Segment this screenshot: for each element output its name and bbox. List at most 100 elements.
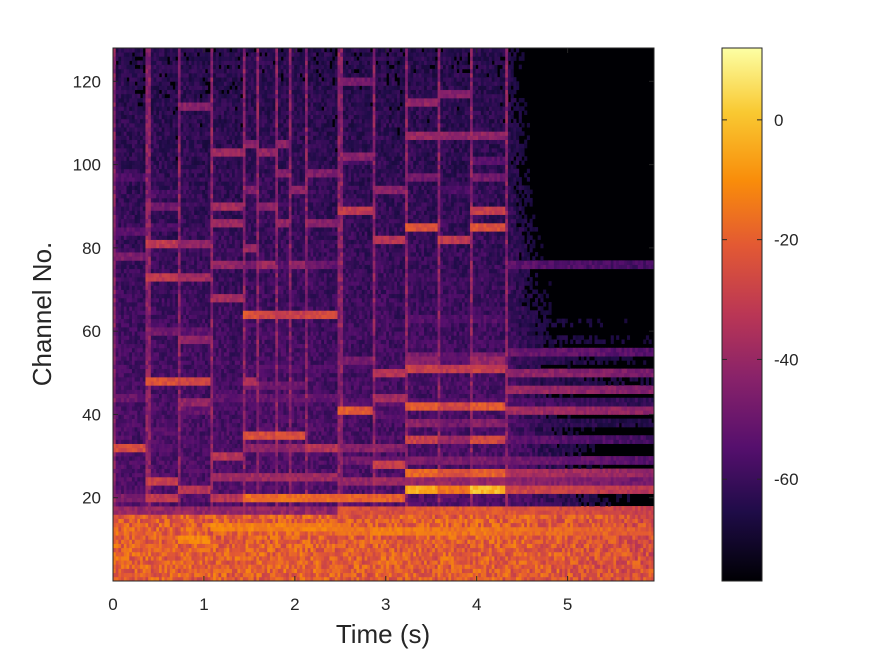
heatmap-cell [132, 485, 135, 490]
heatmap-cell [127, 115, 130, 120]
heatmap-cell [129, 319, 132, 324]
heatmap-cell [135, 348, 138, 353]
heatmap-cell [129, 435, 132, 440]
heatmap-cell [135, 439, 138, 444]
heatmap-cell [118, 423, 121, 428]
heatmap-cell [121, 177, 124, 182]
heatmap-cell [124, 173, 127, 178]
heatmap-cell [116, 464, 119, 469]
heatmap-cell [124, 377, 127, 382]
heatmap-cell [127, 65, 130, 70]
heatmap-cell [129, 369, 132, 374]
heatmap-cell [127, 489, 130, 494]
heatmap-cell [124, 327, 127, 332]
heatmap-cell [118, 227, 121, 232]
heatmap-cell [116, 398, 119, 403]
heatmap-cell [124, 60, 127, 65]
heatmap-cell [135, 564, 138, 569]
heatmap-cell [135, 285, 138, 290]
heatmap-cell [132, 331, 135, 336]
heatmap-cell [129, 298, 132, 303]
heatmap-cell [121, 477, 124, 482]
heatmap-cell [116, 302, 119, 307]
heatmap-cell [116, 173, 119, 178]
heatmap-cell [118, 506, 121, 511]
heatmap-cell [127, 414, 130, 419]
heatmap-cell [135, 569, 138, 574]
heatmap-cell [124, 219, 127, 224]
heatmap-cell [129, 240, 132, 245]
heatmap-cell [132, 194, 135, 199]
heatmap-cell [124, 48, 127, 53]
heatmap-cell [124, 373, 127, 378]
heatmap-cell [129, 73, 132, 78]
heatmap-cell [129, 485, 132, 490]
heatmap-cell [127, 498, 130, 503]
heatmap-cell [116, 277, 119, 282]
heatmap-cell [132, 102, 135, 107]
heatmap-cell [118, 394, 121, 399]
heatmap-cell [116, 52, 119, 57]
heatmap-cell [121, 423, 124, 428]
heatmap-cell [127, 190, 130, 195]
heatmap-cell [124, 298, 127, 303]
heatmap-cell [132, 385, 135, 390]
heatmap-cell [135, 273, 138, 278]
heatmap-cell [121, 81, 124, 86]
heatmap-cell [137, 573, 140, 578]
heatmap-cell [132, 498, 135, 503]
heatmap-cell [129, 110, 132, 115]
heatmap-cell [129, 219, 132, 224]
heatmap-cell [127, 177, 130, 182]
heatmap-cell [116, 439, 119, 444]
heatmap-cell [137, 519, 140, 524]
heatmap-cell [135, 85, 138, 90]
heatmap-cell [129, 273, 132, 278]
heatmap-cell [135, 210, 138, 215]
heatmap-cell [137, 569, 140, 574]
heatmap-cell [135, 360, 138, 365]
heatmap-cell [132, 235, 135, 240]
heatmap-cell [118, 148, 121, 153]
heatmap-cell [129, 190, 132, 195]
heatmap-cell [127, 256, 130, 261]
heatmap-cell [135, 102, 138, 107]
heatmap-cell [124, 202, 127, 207]
heatmap-cell [118, 306, 121, 311]
heatmap-cell [121, 123, 124, 128]
heatmap-cell [121, 119, 124, 124]
heatmap-cell [124, 389, 127, 394]
heatmap-cell [124, 156, 127, 161]
heatmap-cell [132, 389, 135, 394]
heatmap-cell [135, 302, 138, 307]
heatmap-cell [118, 502, 121, 507]
heatmap-cell [116, 514, 119, 519]
heatmap-cell [121, 573, 124, 578]
heatmap-cell [118, 290, 121, 295]
heatmap-cell [127, 219, 130, 224]
heatmap-cell [124, 169, 127, 174]
heatmap-cell [121, 402, 124, 407]
heatmap-cell [116, 427, 119, 432]
heatmap-cell [137, 564, 140, 569]
heatmap-cell [118, 244, 121, 249]
heatmap-cell [129, 256, 132, 261]
heatmap-cell [118, 127, 121, 132]
heatmap-cell [118, 377, 121, 382]
heatmap-cell [135, 431, 138, 436]
heatmap-cell [118, 331, 121, 336]
heatmap-cell [121, 364, 124, 369]
heatmap-cell [116, 423, 119, 428]
heatmap-cell [121, 165, 124, 170]
heatmap-cell [124, 323, 127, 328]
heatmap-cell [124, 252, 127, 257]
heatmap-cell [129, 81, 132, 86]
heatmap-cell [135, 131, 138, 136]
heatmap-cell [137, 556, 140, 561]
heatmap-cell [135, 389, 138, 394]
heatmap-cell [124, 69, 127, 74]
heatmap-cell [127, 410, 130, 415]
heatmap-cell [116, 169, 119, 174]
heatmap-cell [129, 56, 132, 61]
heatmap-cell [132, 444, 135, 449]
